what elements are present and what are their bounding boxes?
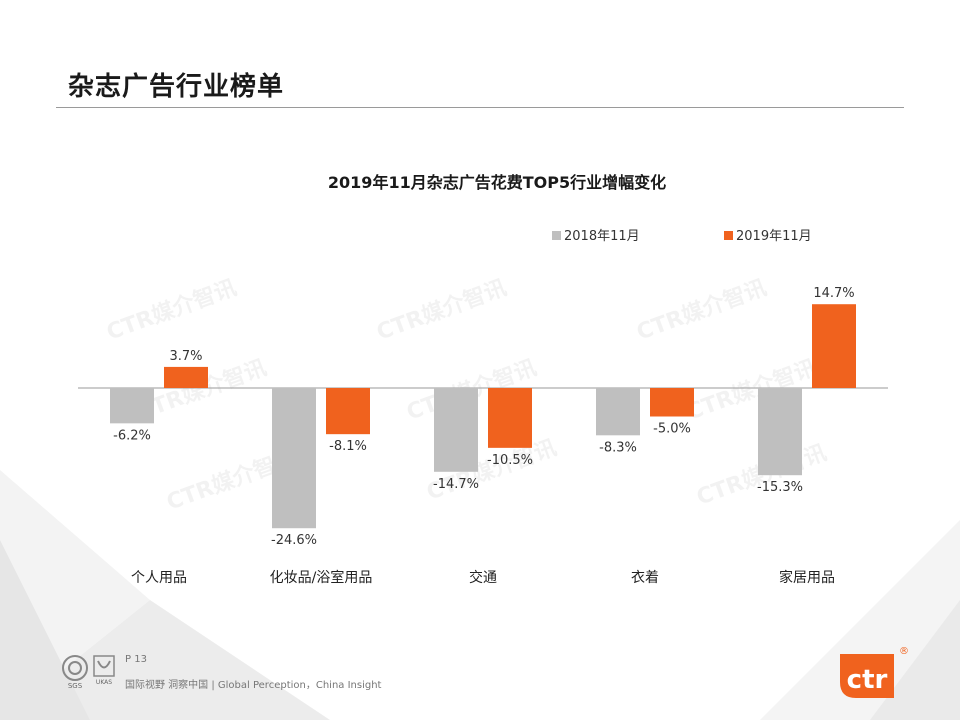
data-label-1-3: -5.0% (653, 422, 691, 437)
page-title: 杂志广告行业榜单 (68, 72, 285, 102)
cert-ukas-label: UKAS (96, 679, 112, 686)
category-label-4: 家居用品 (779, 569, 835, 586)
data-label-1-2: -10.5% (487, 453, 533, 468)
page-number: P 13 (125, 654, 147, 665)
category-label-3: 衣着 (631, 570, 659, 586)
bar-0-4 (758, 388, 802, 476)
data-label-1-0: 3.7% (169, 349, 202, 364)
data-label-layer: -6.2% 3.7% -24.6% -8.1% -14.7% -10.5% -8.3% -5.… (113, 286, 855, 548)
bar-0-2 (434, 388, 478, 472)
bar-layer (110, 304, 856, 529)
bar-1-3 (650, 388, 694, 417)
data-label-0-2: -14.7% (433, 477, 479, 492)
footer-slogan: 国际视野 洞察中国 | Global Perception，China Insi… (125, 680, 382, 691)
data-label-0-3: -8.3% (599, 440, 637, 455)
category-label-1: 化妆品/浴室用品 (270, 569, 373, 586)
title-divider (56, 107, 904, 108)
data-label-0-4: -15.3% (757, 480, 803, 495)
certification-badge: SGS UKAS (62, 655, 115, 690)
watermark-text: CTR媒介智讯 (373, 275, 510, 346)
legend-swatch-1 (724, 231, 733, 240)
data-label-1-1: -8.1% (329, 439, 367, 454)
legend-label-0: 2018年11月 (564, 229, 640, 244)
cert-sgs-label: SGS (68, 682, 83, 690)
bar-0-1 (272, 388, 316, 529)
category-label-2: 交通 (469, 569, 497, 586)
legend-swatch-0 (552, 231, 561, 240)
watermark-text: CTR媒介智讯 (633, 275, 770, 346)
bar-1-1 (326, 388, 370, 435)
category-label-0: 个人用品 (131, 570, 187, 586)
ctr-logo: ctr ® (840, 646, 909, 698)
bar-0-3 (596, 388, 640, 436)
data-label-0-0: -6.2% (113, 428, 151, 443)
legend-label-1: 2019年11月 (736, 229, 812, 244)
logo-registered-mark: ® (899, 646, 909, 657)
category-label-layer: 个人用品 化妆品/浴室用品 交通 衣着 家居用品 (131, 569, 835, 586)
bar-1-0 (164, 366, 208, 388)
bar-1-2 (488, 388, 532, 448)
data-label-1-4: 14.7% (813, 286, 854, 301)
data-label-0-1: -24.6% (271, 533, 317, 548)
bar-0-0 (110, 388, 154, 424)
watermark-text: CTR媒介智讯 (103, 275, 240, 346)
bar-1-4 (812, 304, 856, 388)
logo-text: ctr (847, 665, 888, 695)
chart-legend: 2018年11月 2019年11月 (552, 229, 812, 244)
chart-title: 2019年11月杂志广告花费TOP5行业增幅变化 (328, 173, 666, 192)
